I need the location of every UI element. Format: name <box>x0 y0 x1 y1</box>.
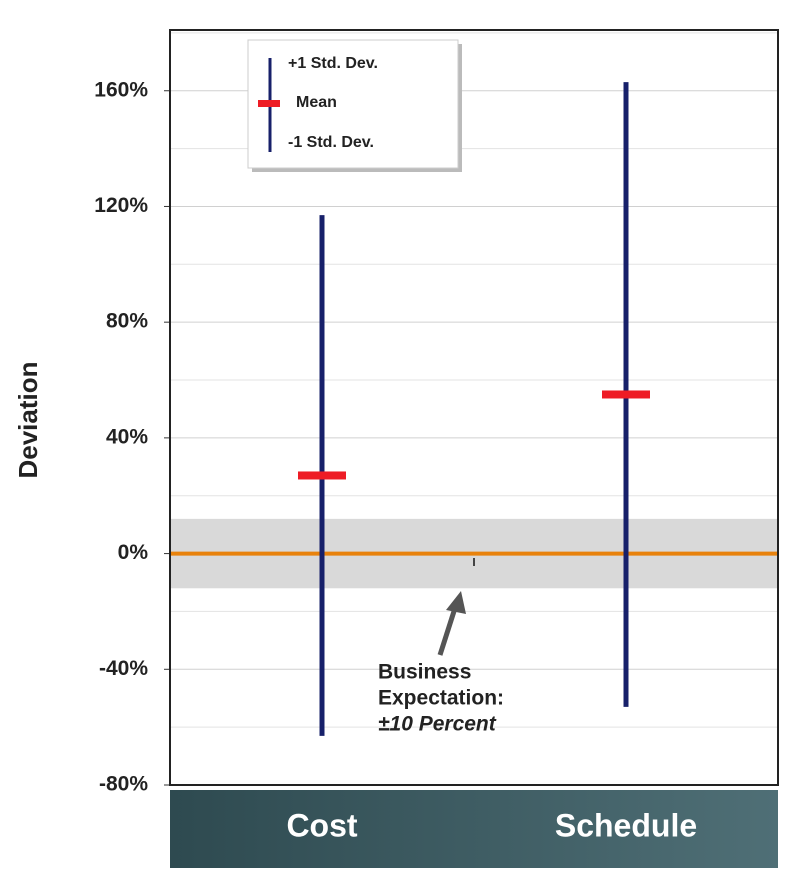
legend-label[interactable]: +1 Std. Dev. <box>288 55 378 72</box>
plot-frame <box>169 29 779 786</box>
legend-label[interactable]: Mean <box>296 94 337 111</box>
x-tick-label: Schedule <box>555 807 697 843</box>
legend-swatch <box>258 100 280 107</box>
annotation-arrowhead <box>446 591 466 614</box>
mean-mark <box>602 390 650 399</box>
y-tick-label: 0% <box>118 541 149 564</box>
x-tick-label: Cost <box>286 807 357 843</box>
legend-box <box>247 39 459 169</box>
annotation-text: Expectation: <box>378 687 504 710</box>
legend-label[interactable]: -1 Std. Dev. <box>288 134 374 151</box>
mean-mark <box>298 471 346 480</box>
y-tick-label: 160% <box>94 78 148 101</box>
y-tick-label: 40% <box>106 425 148 448</box>
annotation-arrow <box>437 604 459 656</box>
y-tick-label: -40% <box>99 657 148 680</box>
annotation-text: ±10 Percent <box>378 713 497 736</box>
y-tick-label: 80% <box>106 310 148 333</box>
category-banner <box>170 790 778 868</box>
y-axis-label: Deviation <box>13 361 43 478</box>
y-tick-label: 120% <box>94 194 148 217</box>
y-tick-label: -80% <box>99 773 148 796</box>
annotation-text: Business <box>378 661 471 684</box>
